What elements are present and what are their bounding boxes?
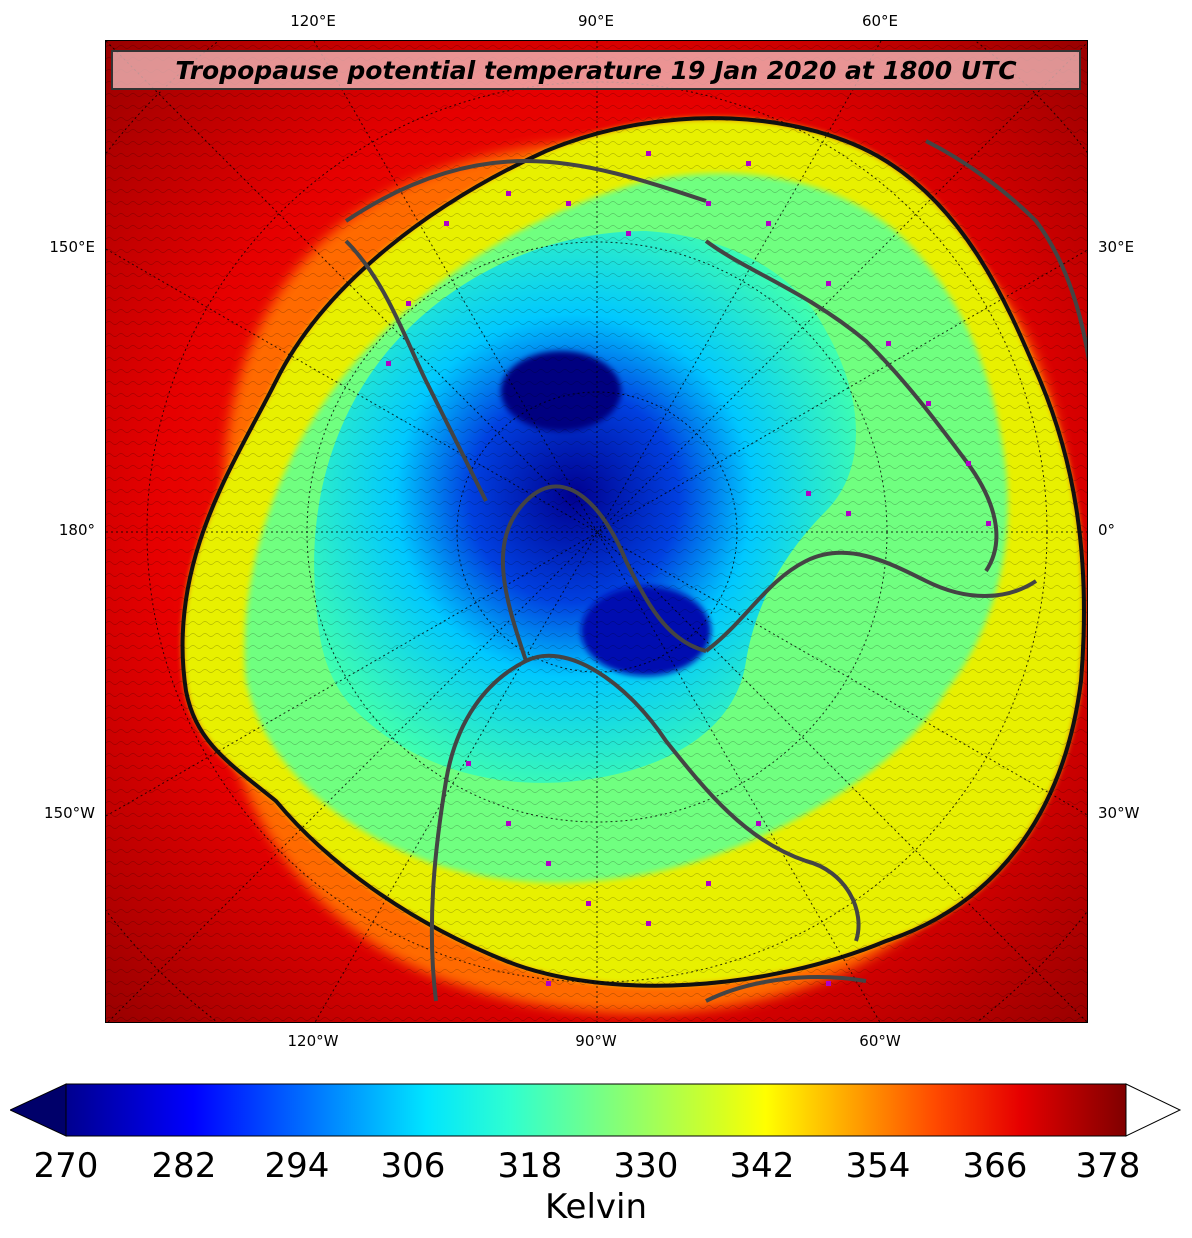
colorbar-extend-min: [10, 1083, 67, 1137]
lon-label-top-1: 120°E: [290, 12, 336, 30]
lon-label-top-2: 90°E: [577, 12, 615, 30]
map-panel: [105, 40, 1088, 1023]
colorbar: [10, 1083, 1182, 1137]
colorbar-tick: 270: [33, 1146, 99, 1186]
lon-label-left-2: 180°: [58, 521, 95, 539]
lon-label-right-1: 30°E: [1098, 238, 1135, 256]
colorbar-extend-max: [1125, 1083, 1182, 1137]
colorbar-tick: 318: [497, 1146, 563, 1186]
colorbar-tick: 330: [613, 1146, 679, 1186]
map-title: Tropopause potential temperature 19 Jan …: [175, 55, 1017, 85]
lon-label-right-2: 0°: [1098, 521, 1116, 539]
lon-label-left-1: 150°E: [49, 238, 95, 256]
lon-label-top-3: 60°E: [861, 12, 899, 30]
lon-label-right-3: 30°W: [1098, 804, 1140, 822]
lon-label-bottom-2: 90°W: [575, 1032, 617, 1050]
colorbar-label: Kelvin: [544, 1187, 648, 1227]
map-field: [106, 41, 1087, 1022]
graticule: [106, 41, 1087, 1022]
lon-label-bottom-3: 60°W: [859, 1032, 901, 1050]
map-title-box: Tropopause potential temperature 19 Jan …: [111, 50, 1081, 90]
colorbar-tick: 342: [729, 1146, 795, 1186]
station-markers: [386, 151, 991, 986]
lon-label-left-3: 150°W: [44, 804, 95, 822]
colorbar-tick: 354: [845, 1146, 911, 1186]
lon-label-bottom-1: 120°W: [287, 1032, 339, 1050]
colorbar-tick: 366: [962, 1146, 1028, 1186]
coastlines: [344, 139, 1087, 1003]
colorbar-tick: 282: [151, 1146, 217, 1186]
colorbar-tick: 294: [264, 1146, 330, 1186]
colorbar-gradient: [65, 1083, 1127, 1137]
colorbar-tick: 378: [1075, 1146, 1141, 1186]
colorbar-tick: 306: [380, 1146, 446, 1186]
